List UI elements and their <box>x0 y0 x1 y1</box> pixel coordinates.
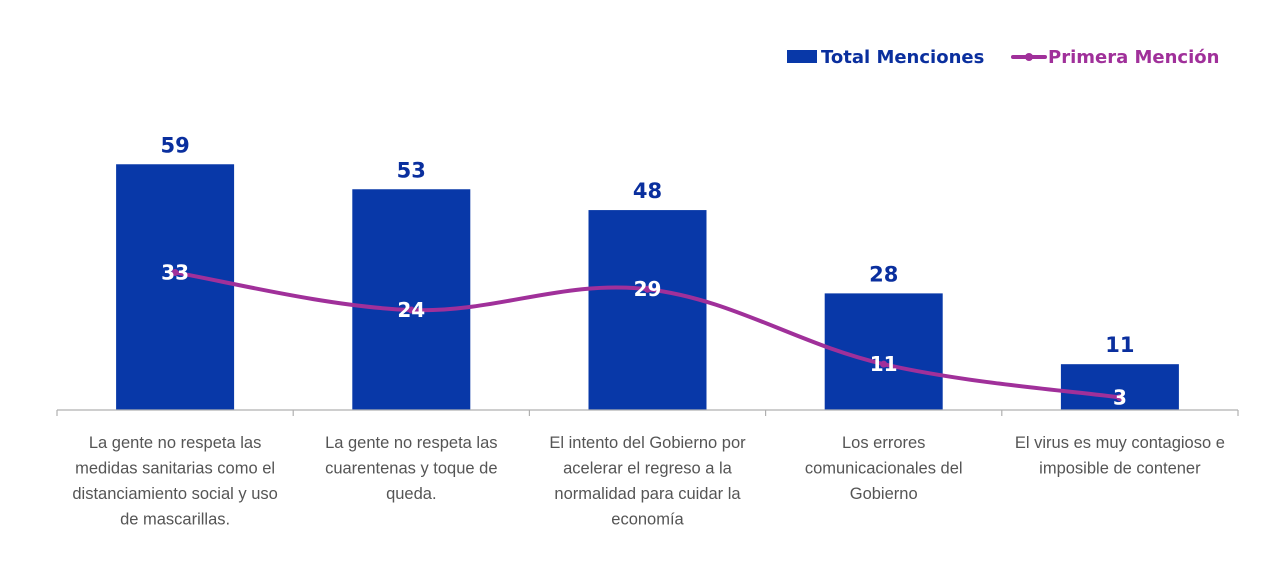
primera-mencion-series <box>171 269 1124 402</box>
bar-total-menciones-3 <box>588 210 707 410</box>
category-label-4: Los errores comunicacionales del Gobierno <box>805 434 963 503</box>
legend-swatch-total-menciones <box>787 50 817 63</box>
point-primera-mencion-4 <box>880 360 888 368</box>
point-primera-mencion-3 <box>644 285 651 293</box>
x-axis <box>56 409 1239 416</box>
bars <box>116 164 1179 410</box>
line-value-label-2: 24 <box>397 298 425 322</box>
category-label-2: La gente no respeta las cuarentenas y toq… <box>325 434 497 503</box>
line-value-label-4: 11 <box>870 352 898 376</box>
legend-label-total-menciones: Total Menciones <box>821 47 984 68</box>
category-label-5: El virus es muy contagioso e imposible de… <box>1015 434 1225 478</box>
point-primera-mencion-2 <box>407 306 415 314</box>
bar-total-menciones-5 <box>1060 364 1179 410</box>
bar-total-menciones-2 <box>352 189 471 410</box>
bar-value-label-2: 53 <box>397 158 426 182</box>
bar-value-label-5: 11 <box>1105 333 1134 357</box>
legend: Total Menciones Primera Mención <box>787 47 1219 68</box>
point-primera-mencion-1 <box>171 269 179 277</box>
bar-value-label-4: 28 <box>869 262 898 286</box>
point-primera-mencion-5 <box>1116 394 1124 402</box>
bar-total-menciones-1 <box>116 164 235 410</box>
category-label-1: La gente no respeta las medidas sanitaria… <box>72 434 277 529</box>
legend-label-primera-mencion: Primera Mención <box>1048 47 1219 68</box>
line-value-label-5: 3 <box>1113 386 1127 410</box>
category-label-3: El intento del Gobierno por acelerar el r… <box>549 434 746 529</box>
line-value-label-1: 33 <box>161 261 189 285</box>
category-labels: La gente no respeta las medidas sanitaria… <box>72 434 1225 529</box>
data-labels: 59 53 48 28 11 33 24 29 11 3 <box>160 133 1134 409</box>
legend-marker-primera-mencion <box>1025 53 1033 61</box>
line-value-label-3: 29 <box>634 277 662 301</box>
bar-value-label-1: 59 <box>160 133 189 157</box>
bar-value-label-3: 48 <box>633 179 662 203</box>
